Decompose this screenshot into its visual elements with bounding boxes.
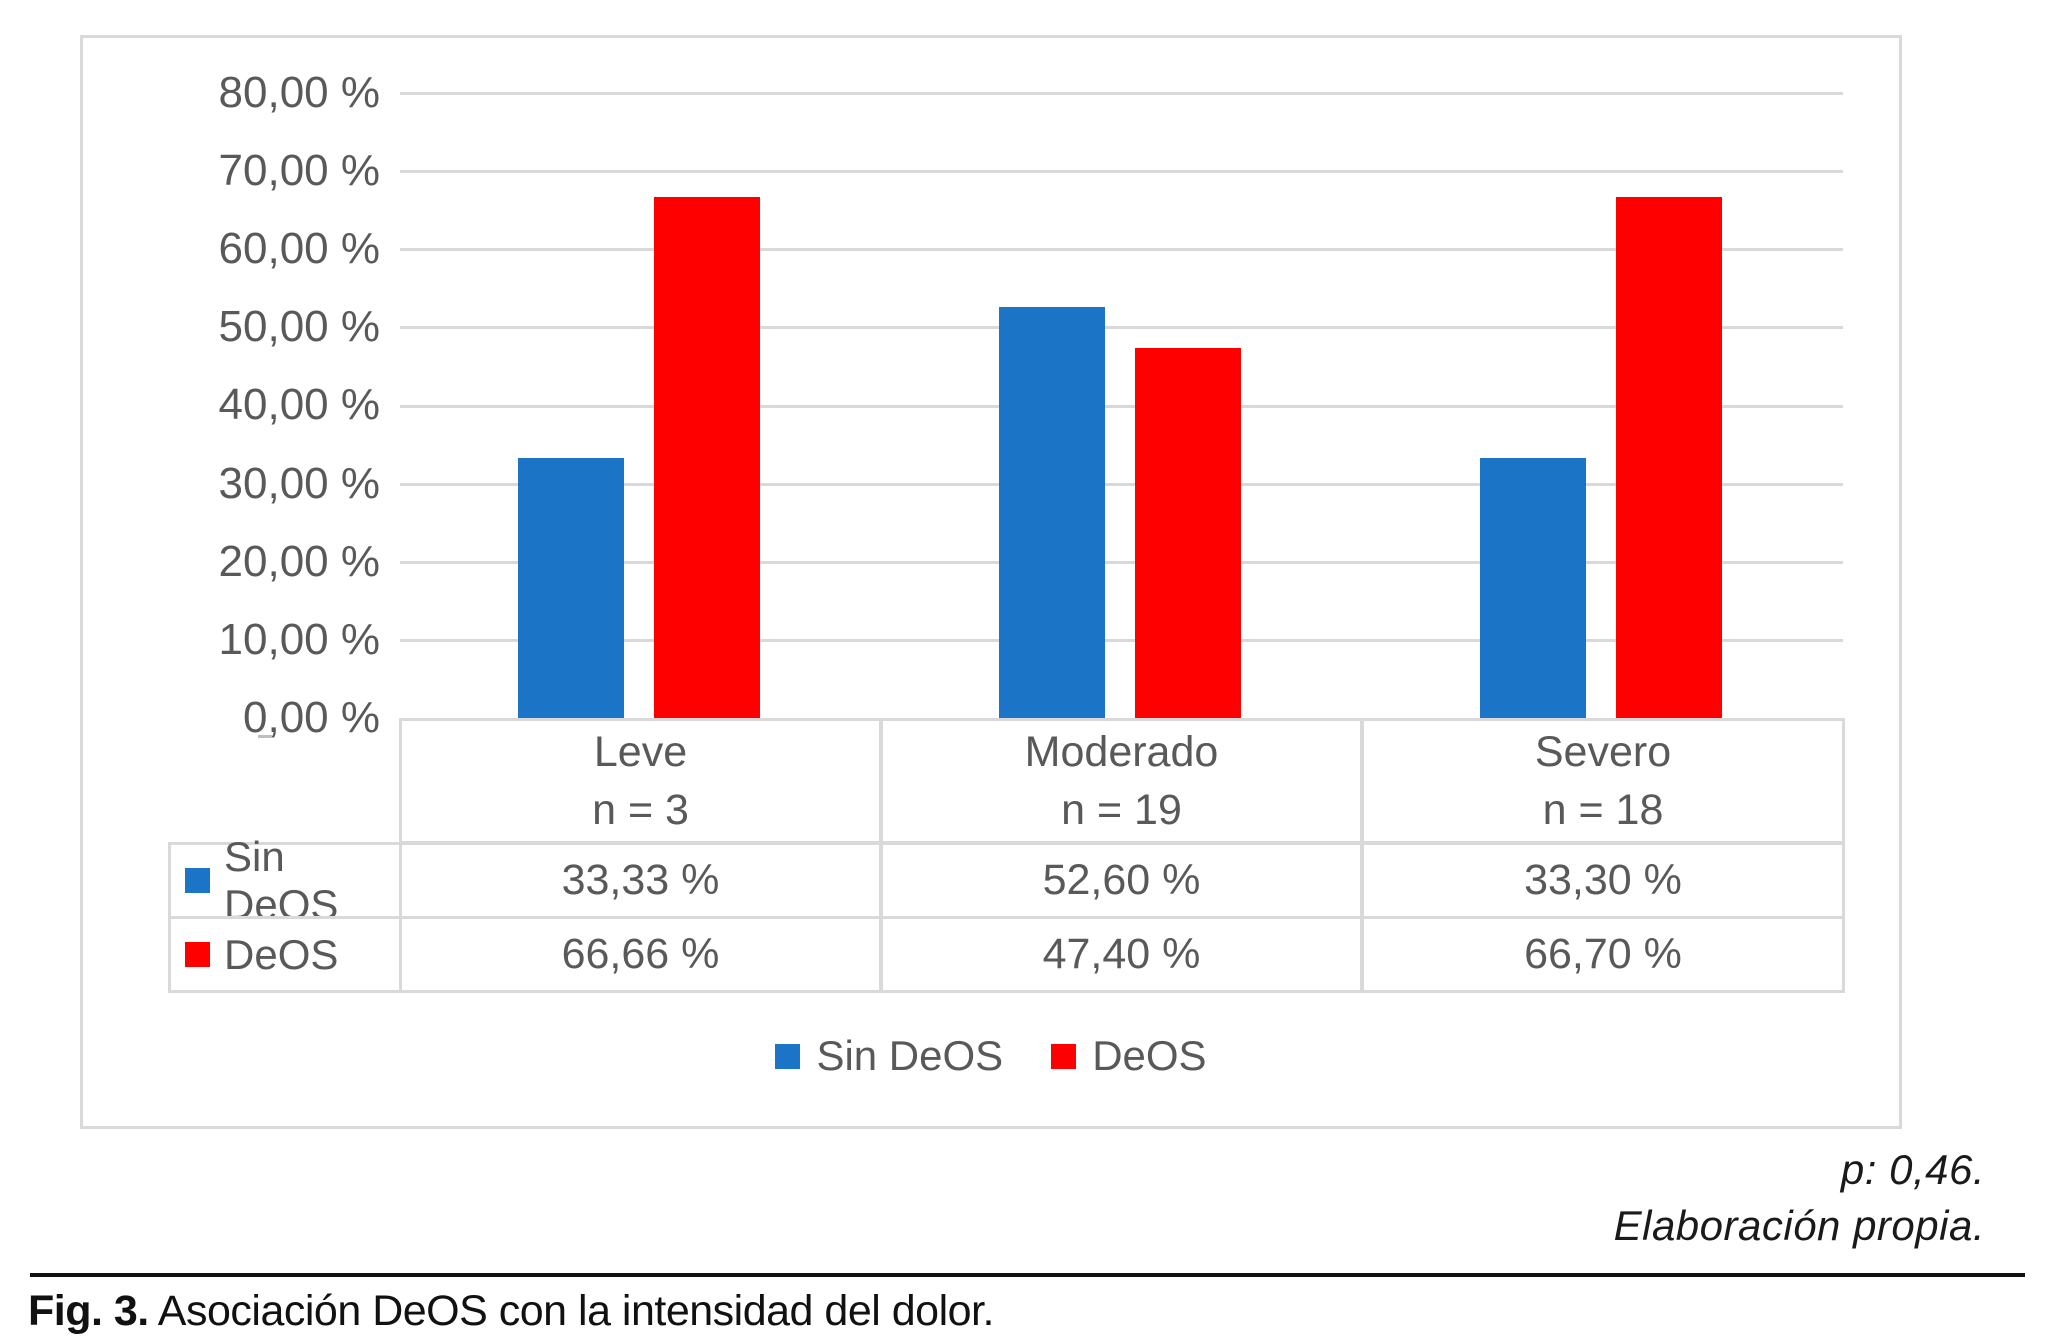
gridline-70 [400, 170, 1843, 173]
series-name: Sin DeOS [224, 832, 339, 928]
table-header-leve: Leve n = 3 [399, 718, 882, 844]
table-header-severo: Severo n = 18 [1361, 718, 1845, 844]
legend-item-sin-deos: Sin DeOS [775, 1032, 1003, 1080]
gridline-50 [400, 326, 1843, 329]
gridline-40 [400, 405, 1843, 408]
bar-deos-severo [1616, 196, 1722, 718]
y-axis-tick-10: 10,00 % [218, 615, 380, 664]
table-value-sin-deos-leve: 33,33 % [399, 842, 882, 919]
y-axis-tick-30: 30,00 % [218, 459, 380, 508]
bar-deos-moderado [1135, 347, 1241, 718]
category-sublabel: n = 18 [1542, 786, 1664, 834]
figure-caption-text: Asociación DeOS con la intensidad del do… [148, 1287, 995, 1335]
category-label: Leve [593, 728, 688, 776]
sin-deos-color-swatch [185, 868, 210, 893]
category-sublabel: n = 19 [1061, 786, 1182, 834]
bar-sin-deos-severo [1480, 457, 1586, 718]
table-value-sin-deos-moderado: 52,60 % [880, 842, 1363, 919]
y-axis-tick-80: 80,00 % [218, 68, 380, 117]
legend-swatch-sin-deos [775, 1043, 801, 1069]
table-rowkey-sin-deos: Sin DeOS [168, 833, 402, 928]
bar-deos-leve [654, 197, 760, 718]
legend-label: Sin DeOS [816, 1032, 1004, 1079]
gridline-80 [400, 92, 1843, 95]
bar-sin-deos-leve [518, 457, 624, 718]
y-axis-tick-20: 20,00 % [218, 537, 380, 586]
table-value-deos-moderado: 47,40 % [880, 916, 1363, 993]
gridline-60 [400, 248, 1843, 251]
table-header-moderado: Moderado n = 19 [880, 718, 1363, 844]
axis-minor-tick [258, 735, 272, 738]
legend-item-deos: DeOS [1051, 1032, 1207, 1080]
figure-annotations: p: 0,46. Elaboración propia. [1614, 1142, 1985, 1254]
p-value-note: p: 0,46. [1840, 1146, 1985, 1193]
table-value-sin-deos-severo: 33,30 % [1361, 842, 1845, 919]
table-value-deos-severo: 66,70 % [1361, 916, 1845, 993]
y-axis-tick-40: 40,00 % [218, 380, 380, 429]
gridline-10 [400, 639, 1843, 642]
gridline-30 [400, 483, 1843, 486]
table-value-deos-leve: 66,66 % [399, 916, 882, 993]
y-axis-tick-60: 60,00 % [218, 224, 380, 273]
y-axis-tick-70: 70,00 % [218, 146, 380, 195]
figure-number: Fig. 3. [28, 1287, 149, 1335]
figure-caption: Fig. 3. Asociación DeOS con la intensida… [28, 1287, 994, 1336]
chart-legend: Sin DeOS DeOS [80, 1032, 1902, 1080]
table-rowkey-deos: DeOS [168, 916, 402, 993]
legend-label: DeOS [1092, 1032, 1207, 1079]
series-name: DeOS [224, 930, 339, 978]
y-axis-tick-50: 50,00 % [218, 302, 380, 351]
category-sublabel: n = 3 [592, 786, 689, 834]
caption-divider [30, 1273, 2025, 1277]
category-label: Severo [1534, 728, 1672, 776]
deos-color-swatch [185, 942, 210, 967]
plot-area [400, 92, 1843, 718]
source-note: Elaboración propia. [1613, 1202, 1985, 1249]
gridline-20 [400, 561, 1843, 564]
y-axis-tick-0: 0,00 % [243, 693, 380, 742]
category-label: Moderado [1024, 728, 1219, 776]
bar-sin-deos-moderado [999, 307, 1105, 718]
legend-swatch-deos [1051, 1043, 1077, 1069]
